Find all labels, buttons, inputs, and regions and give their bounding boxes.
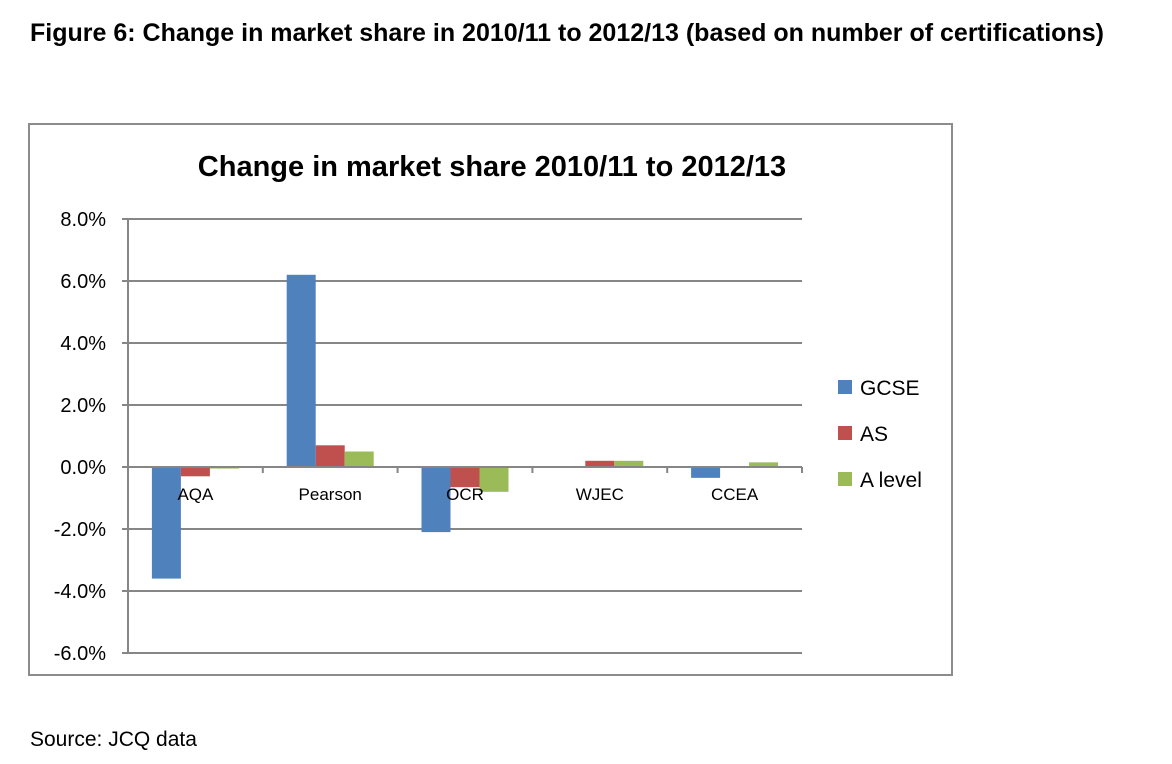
category-labels: AQA Pearson OCR WJEC CCEA bbox=[177, 485, 758, 504]
legend-label: AS bbox=[860, 423, 888, 446]
y-tick-label: -4.0% bbox=[54, 581, 106, 603]
legend-swatch bbox=[838, 426, 852, 440]
bar-as-aqa bbox=[180, 467, 210, 477]
category-label: WJEC bbox=[576, 485, 624, 504]
y-tick-label: 6.0% bbox=[60, 271, 106, 293]
gridlines bbox=[122, 218, 802, 654]
legend-label: GCSE bbox=[860, 377, 920, 400]
bar-a-level-wjec bbox=[614, 460, 644, 467]
chart-title: Change in market share 2010/11 to 2012/1… bbox=[198, 151, 786, 183]
bar-as-wjec bbox=[585, 460, 615, 467]
chart-canvas: Change in market share 2010/11 to 2012/1… bbox=[54, 151, 922, 665]
y-tick-label: 0.0% bbox=[60, 457, 106, 479]
y-tick-label: 4.0% bbox=[60, 333, 106, 355]
category-label: AQA bbox=[177, 485, 214, 504]
bar-as-pearson bbox=[315, 445, 345, 467]
bar-gcse-ccea bbox=[691, 467, 721, 478]
bar-a-level-ocr bbox=[479, 467, 509, 492]
bar-gcse-pearson bbox=[286, 274, 316, 467]
y-tick-label: -2.0% bbox=[54, 519, 106, 541]
chart-frame: Change in market share 2010/11 to 2012/1… bbox=[28, 123, 953, 676]
bar-a-level-pearson bbox=[344, 451, 374, 467]
y-tick-label: 2.0% bbox=[60, 395, 106, 417]
category-label: OCR bbox=[446, 485, 484, 504]
y-axis-tick-labels: 8.0% 6.0% 4.0% 2.0% 0.0% -2.0% -4.0% -6.0% bbox=[54, 209, 106, 665]
source-note: Source: JCQ data bbox=[30, 728, 197, 751]
x-axis bbox=[127, 219, 803, 653]
category-label: CCEA bbox=[711, 485, 759, 504]
legend-label: A level bbox=[860, 469, 922, 492]
y-tick-label: -6.0% bbox=[54, 643, 106, 665]
figure-caption: Figure 6: Change in market share in 2010… bbox=[30, 19, 1104, 47]
y-tick-label: 8.0% bbox=[60, 209, 106, 231]
category-label: Pearson bbox=[299, 485, 362, 504]
legend-swatch bbox=[838, 472, 852, 486]
bars bbox=[151, 274, 779, 579]
legend: GCSE AS A level bbox=[838, 377, 922, 492]
bar-as-ocr bbox=[450, 467, 480, 488]
bar-a-level-ccea bbox=[749, 462, 779, 467]
bar-gcse-ocr bbox=[421, 467, 451, 533]
bar-gcse-aqa bbox=[151, 467, 181, 579]
legend-swatch bbox=[838, 380, 852, 394]
